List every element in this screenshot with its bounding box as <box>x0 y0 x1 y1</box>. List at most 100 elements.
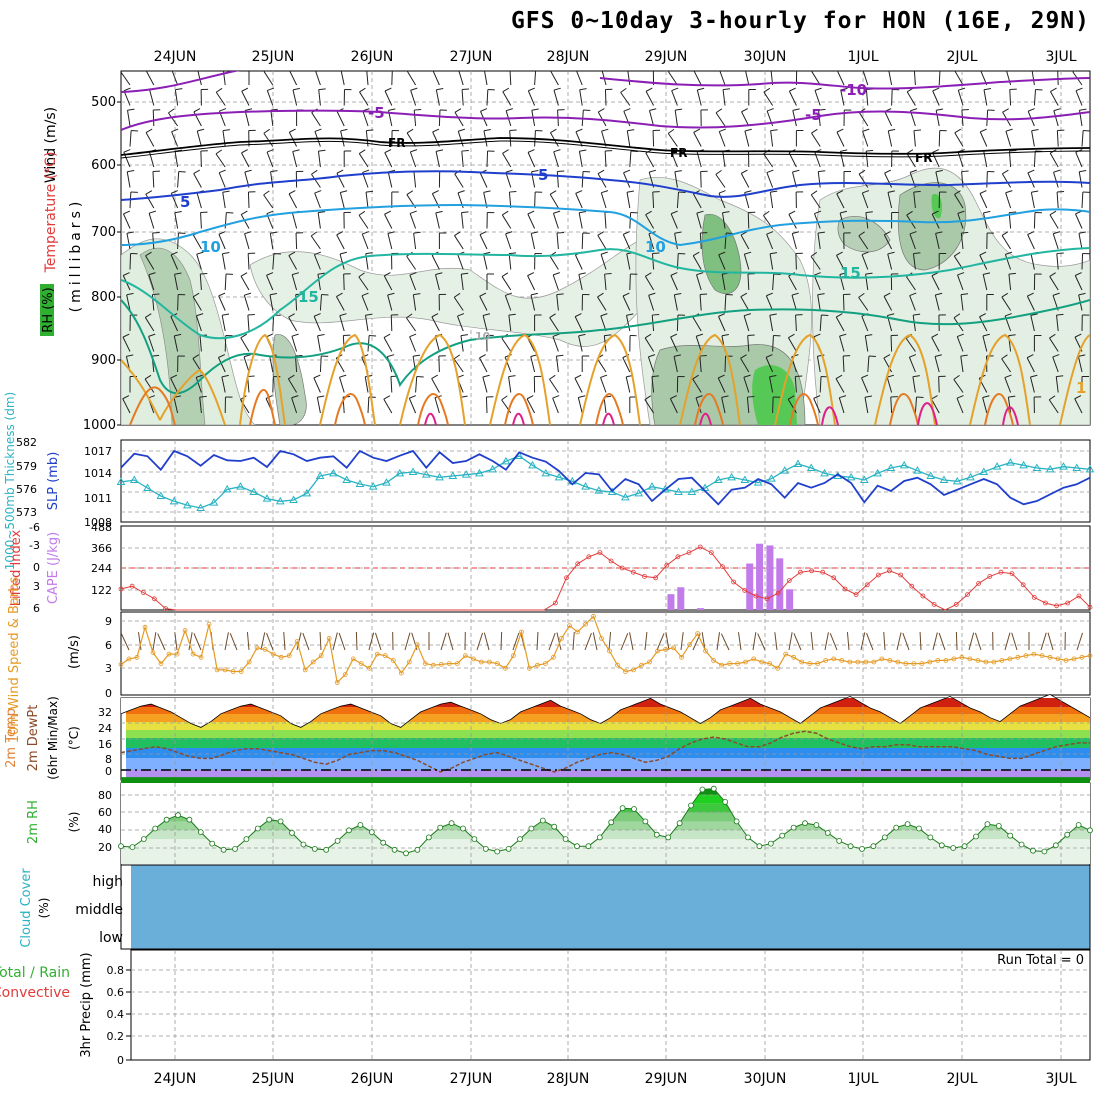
barb-flag <box>291 395 299 399</box>
barb <box>339 192 345 209</box>
wind10m-point <box>430 662 436 668</box>
barb <box>1056 253 1059 270</box>
rh-point <box>460 825 466 832</box>
thickness-axis-label: 1000~500mb Thickness (dm) <box>3 392 17 570</box>
lifted-index-point <box>675 554 681 560</box>
barb-flag <box>623 169 631 174</box>
barb <box>409 213 417 229</box>
wind10m-point <box>959 654 965 660</box>
barb-flag <box>127 170 135 173</box>
barb-flag <box>291 333 299 337</box>
barb-flag <box>126 231 134 234</box>
barb-flag <box>957 210 965 214</box>
rh-point <box>334 838 341 844</box>
barb <box>121 71 131 86</box>
thickness-point <box>979 467 989 475</box>
wind10m-point <box>551 654 556 660</box>
rh-point <box>266 816 273 823</box>
temp-tick-32: 32 <box>98 706 112 719</box>
barb <box>623 110 631 127</box>
temp-tick-0: 0 <box>105 765 112 778</box>
thickness-point <box>222 484 232 493</box>
cape-bar <box>667 594 675 610</box>
label-5a: 5 <box>180 193 190 211</box>
barb-flag <box>932 87 940 92</box>
rh-point <box>1087 827 1093 834</box>
top-date-3JUL: 3JUL <box>1045 49 1076 65</box>
barb-flag <box>318 211 326 214</box>
thickness-point <box>488 464 498 473</box>
lifted-index-point <box>965 592 970 597</box>
barb-flag <box>1050 87 1057 92</box>
barb <box>722 212 726 229</box>
wind10m-point <box>126 656 132 662</box>
barb <box>887 192 893 209</box>
barb-flag <box>317 395 325 398</box>
wind10m-barb <box>260 632 266 651</box>
wind10m-point <box>663 647 668 652</box>
lifted-index-point <box>1076 593 1082 599</box>
barb-flag <box>910 108 918 112</box>
label-m10: -10 <box>840 81 867 99</box>
barb <box>644 399 655 414</box>
rh-point <box>927 834 934 841</box>
barb-flag <box>175 88 183 91</box>
barb-flag <box>1075 87 1083 92</box>
barb <box>979 193 988 209</box>
precip-tick-0: 0 <box>117 1054 124 1067</box>
barb <box>810 194 821 209</box>
wind10m-point <box>206 621 212 627</box>
barb-flag <box>604 334 612 337</box>
barb <box>695 336 702 352</box>
barb <box>408 398 417 414</box>
barb <box>367 396 370 414</box>
barb <box>747 273 750 291</box>
barb-flag <box>980 128 987 133</box>
barb-flag <box>720 68 727 70</box>
barb-flag <box>1002 169 1009 175</box>
barb <box>145 193 155 209</box>
wind10m-point <box>799 659 805 665</box>
barb-flag <box>814 210 822 215</box>
barb <box>906 153 916 168</box>
barb <box>670 151 678 168</box>
contour-minus5 <box>121 109 1090 131</box>
wind10m-barb <box>716 632 721 651</box>
wind10m-barb <box>757 633 766 651</box>
contour-minus10 <box>121 71 1090 93</box>
rh-point <box>1075 822 1082 828</box>
barb <box>438 109 441 127</box>
lifted-tick-3: 3 <box>33 580 40 593</box>
barb-flag <box>695 395 703 399</box>
lifted-index-point <box>798 569 803 575</box>
barb <box>957 274 964 291</box>
wind10m-axis-label: 10m Wind Speed & Barbs <box>7 577 22 744</box>
barb-flag <box>436 87 444 91</box>
wind10m-barb <box>229 633 238 651</box>
barb-flag <box>644 333 652 339</box>
barb <box>553 89 559 106</box>
barb <box>193 173 202 188</box>
contour-30 <box>129 386 1014 425</box>
barb-flag <box>192 292 200 298</box>
lifted-index-point <box>686 550 692 555</box>
barb-flag <box>336 292 343 297</box>
barb <box>858 235 869 250</box>
barb <box>195 377 202 393</box>
barb-flag <box>531 231 539 234</box>
barb <box>317 274 321 291</box>
barb <box>550 71 559 86</box>
barb <box>745 71 750 86</box>
wind10m-point <box>262 647 268 652</box>
barb <box>199 274 202 291</box>
barb-flag <box>152 354 160 357</box>
barb <box>177 232 179 250</box>
barb <box>526 398 536 414</box>
barb-flag <box>145 313 152 318</box>
barb-flag <box>1006 68 1013 70</box>
barb-flag <box>339 313 347 317</box>
wind10m-point <box>863 659 869 665</box>
barb <box>1081 191 1084 209</box>
barb <box>486 150 489 168</box>
